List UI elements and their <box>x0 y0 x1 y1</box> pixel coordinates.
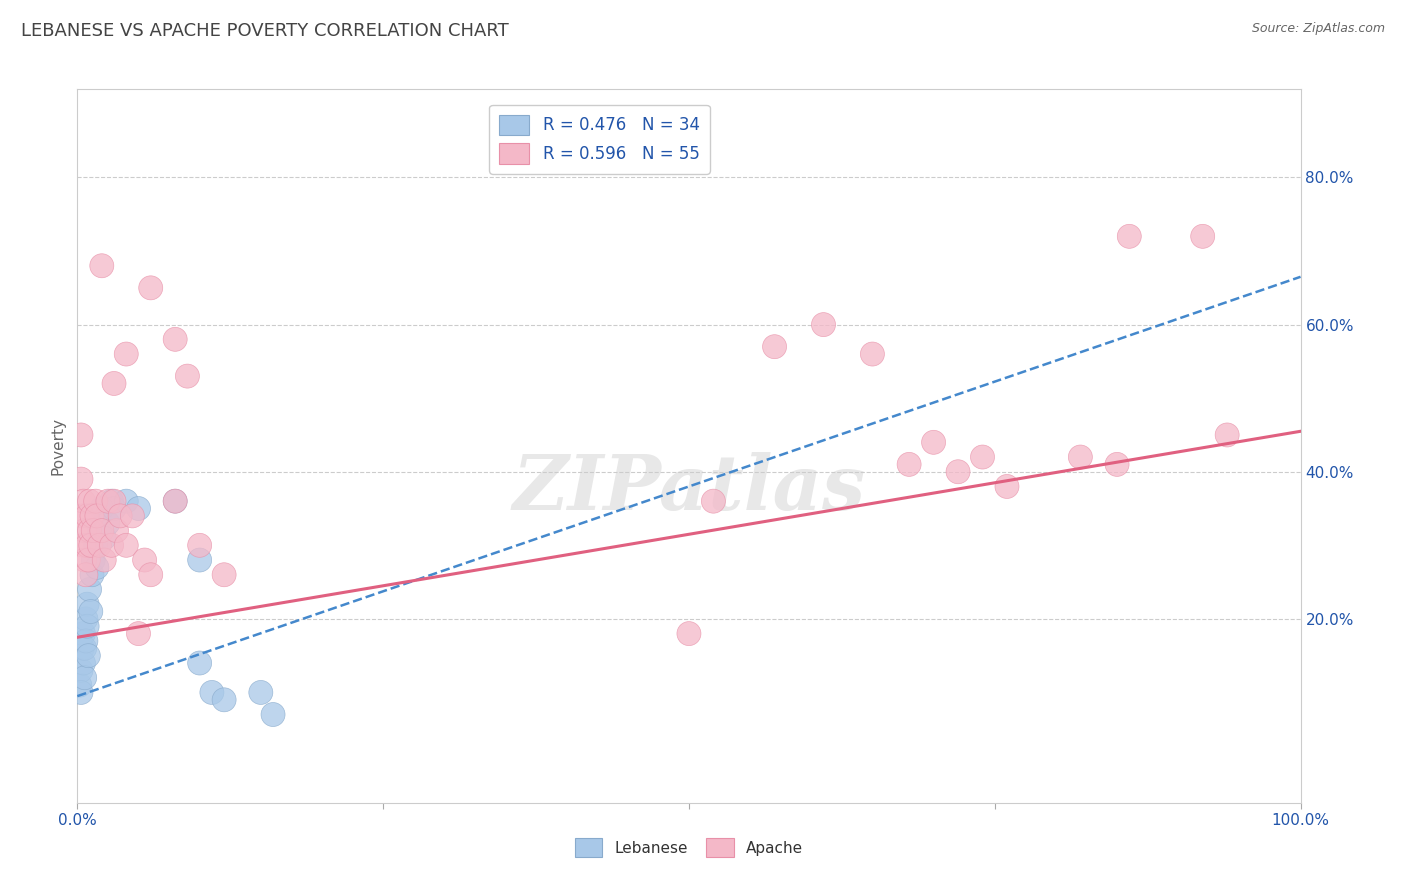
Text: ZIPatlas: ZIPatlas <box>512 452 866 525</box>
Ellipse shape <box>75 563 98 587</box>
Ellipse shape <box>114 489 138 513</box>
Ellipse shape <box>811 312 835 336</box>
Ellipse shape <box>921 430 946 454</box>
Ellipse shape <box>114 342 138 366</box>
Ellipse shape <box>100 489 124 513</box>
Ellipse shape <box>75 607 98 631</box>
Ellipse shape <box>860 342 884 366</box>
Ellipse shape <box>75 592 98 616</box>
Ellipse shape <box>114 533 138 558</box>
Ellipse shape <box>262 703 285 726</box>
Ellipse shape <box>676 622 702 646</box>
Ellipse shape <box>93 526 117 550</box>
Ellipse shape <box>103 497 127 521</box>
Ellipse shape <box>93 548 117 572</box>
Ellipse shape <box>73 665 97 690</box>
Ellipse shape <box>72 533 96 558</box>
Ellipse shape <box>67 673 91 697</box>
Ellipse shape <box>702 489 725 513</box>
Ellipse shape <box>103 489 127 513</box>
Ellipse shape <box>1215 423 1239 447</box>
Ellipse shape <box>69 467 93 491</box>
Ellipse shape <box>73 636 97 660</box>
Ellipse shape <box>212 563 236 587</box>
Ellipse shape <box>127 497 150 521</box>
Ellipse shape <box>897 452 921 476</box>
Ellipse shape <box>176 364 200 388</box>
Ellipse shape <box>200 681 224 705</box>
Ellipse shape <box>139 563 163 587</box>
Ellipse shape <box>75 615 98 639</box>
Ellipse shape <box>73 518 97 542</box>
Ellipse shape <box>75 629 98 653</box>
Ellipse shape <box>72 622 96 646</box>
Ellipse shape <box>72 489 96 513</box>
Ellipse shape <box>96 511 120 535</box>
Ellipse shape <box>103 371 127 395</box>
Ellipse shape <box>75 504 98 528</box>
Ellipse shape <box>100 533 124 558</box>
Ellipse shape <box>76 548 100 572</box>
Ellipse shape <box>249 681 273 705</box>
Ellipse shape <box>77 518 101 542</box>
Ellipse shape <box>73 548 97 572</box>
Ellipse shape <box>79 599 103 624</box>
Ellipse shape <box>187 533 212 558</box>
Ellipse shape <box>84 556 108 580</box>
Ellipse shape <box>127 622 150 646</box>
Ellipse shape <box>108 504 132 528</box>
Ellipse shape <box>90 497 114 521</box>
Ellipse shape <box>82 518 105 542</box>
Y-axis label: Poverty: Poverty <box>51 417 66 475</box>
Ellipse shape <box>84 489 108 513</box>
Ellipse shape <box>70 636 94 660</box>
Text: LEBANESE VS APACHE POVERTY CORRELATION CHART: LEBANESE VS APACHE POVERTY CORRELATION C… <box>21 22 509 40</box>
Ellipse shape <box>69 658 93 682</box>
Ellipse shape <box>121 504 145 528</box>
Ellipse shape <box>76 644 100 668</box>
Ellipse shape <box>1118 224 1142 248</box>
Ellipse shape <box>84 533 108 558</box>
Ellipse shape <box>90 518 114 542</box>
Ellipse shape <box>1105 452 1129 476</box>
Ellipse shape <box>87 533 111 558</box>
Ellipse shape <box>90 253 114 277</box>
Ellipse shape <box>187 651 212 675</box>
Ellipse shape <box>77 489 101 513</box>
Ellipse shape <box>970 445 994 469</box>
Ellipse shape <box>75 533 98 558</box>
Ellipse shape <box>762 334 786 359</box>
Ellipse shape <box>69 423 93 447</box>
Ellipse shape <box>104 518 128 542</box>
Ellipse shape <box>77 577 101 601</box>
Ellipse shape <box>84 504 108 528</box>
Ellipse shape <box>96 489 120 513</box>
Ellipse shape <box>163 489 187 513</box>
Ellipse shape <box>132 548 156 572</box>
Ellipse shape <box>163 327 187 351</box>
Ellipse shape <box>70 504 94 528</box>
Ellipse shape <box>946 459 970 483</box>
Ellipse shape <box>163 489 187 513</box>
Ellipse shape <box>1069 445 1092 469</box>
Ellipse shape <box>87 518 111 542</box>
Ellipse shape <box>80 504 104 528</box>
Text: Source: ZipAtlas.com: Source: ZipAtlas.com <box>1251 22 1385 36</box>
Ellipse shape <box>69 681 93 705</box>
Ellipse shape <box>995 475 1019 499</box>
Ellipse shape <box>79 533 103 558</box>
Ellipse shape <box>187 548 212 572</box>
Ellipse shape <box>72 651 96 675</box>
Ellipse shape <box>1191 224 1215 248</box>
Ellipse shape <box>139 276 163 300</box>
Ellipse shape <box>82 548 105 572</box>
Ellipse shape <box>212 688 236 712</box>
Ellipse shape <box>80 563 104 587</box>
